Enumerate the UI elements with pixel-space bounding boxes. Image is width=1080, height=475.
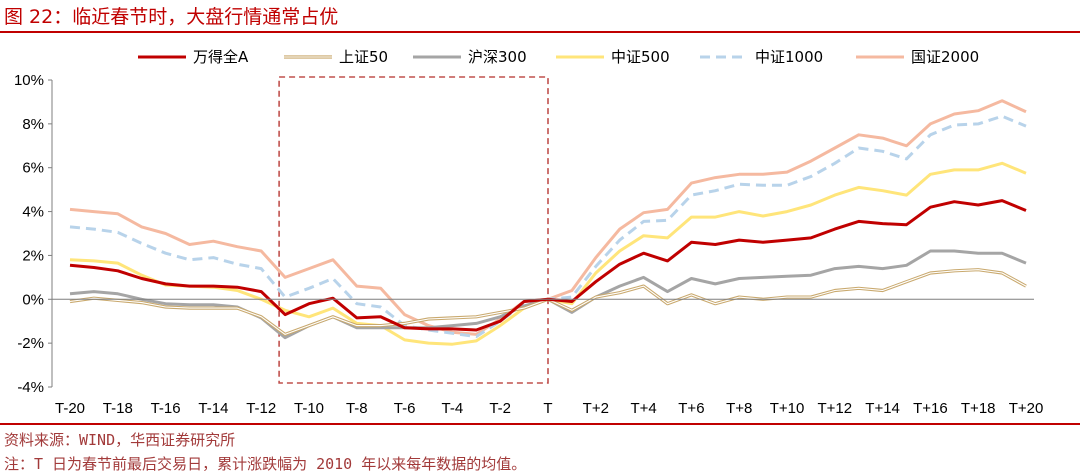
footer-rule [0,423,1080,425]
y-tick-label: 0% [22,291,44,308]
highlight-rect [278,76,549,384]
y-tick-label: -2% [17,335,44,352]
x-tick-label: T [543,400,552,417]
footnote: 注：T 日为春节前最后交易日，累计涨跌幅为 2010 年以来每年数据的均值。 [4,455,527,473]
x-tick-label: T-2 [489,400,511,417]
legend-item: 沪深300 [413,48,527,66]
x-tick-label: T-20 [55,400,85,417]
chart-legend: 万得全A 上证50 沪深300 中证500 中证1000 国证2000 [138,48,979,66]
x-tick-label: T-10 [294,400,324,417]
y-tick-label: -4% [17,379,44,396]
x-tick-label: T+10 [770,400,805,417]
x-tick-label: T+18 [961,400,996,417]
x-tick-label: T+4 [630,400,656,417]
x-tick-label: T+14 [865,400,900,417]
legend-item: 上证50 [284,48,388,66]
highlight-box [278,76,549,384]
x-tick-label: T+20 [1009,400,1044,417]
figure-title: 图 22：临近春节时，大盘行情通常占优 [4,6,339,28]
x-tick-label: T-18 [103,400,133,417]
x-tick-label: T-8 [346,400,368,417]
y-tick-label: 10% [14,72,44,89]
y-tick-label: 4% [22,204,44,221]
x-tick-label: T-4 [442,400,464,417]
x-tick-label: T-14 [198,400,228,417]
x-tick-label: T+16 [913,400,948,417]
source-note: 资料来源：WIND，华西证券研究所 [4,431,236,449]
legend-item: 万得全A [138,48,249,66]
y-axis: 10% 8% 6% 4% 2% 0% -2% -4% [14,72,53,396]
y-tick-label: 8% [22,116,44,133]
legend-label: 沪深300 [468,48,527,66]
x-tick-label: T-12 [246,400,276,417]
line-chart: 万得全A 上证50 沪深300 中证500 中证1000 国证2000 10% 8% 6% 4%… [14,48,1044,417]
legend-item: 国证2000 [856,48,979,66]
x-tick-label: T-6 [394,400,416,417]
x-tick-label: T+8 [726,400,752,417]
x-tick-label: T+2 [583,400,609,417]
x-tick-label: T+12 [817,400,852,417]
y-tick-label: 6% [22,160,44,177]
x-tick-label: T-16 [151,400,181,417]
title-rule [0,31,1080,33]
legend-label: 中证1000 [755,48,823,66]
x-axis: T-20 T-18 T-16 T-14 T-12 T-10 T-8 T-6 T-4 T-2 T T+2… [52,298,1044,417]
legend-item: 中证1000 [700,48,823,66]
legend-label: 国证2000 [911,48,979,66]
legend-item: 中证500 [556,48,670,66]
y-tick-label: 2% [22,247,44,264]
x-tick-label: T+6 [678,400,704,417]
legend-label: 万得全A [193,48,249,66]
legend-label: 中证500 [611,48,670,66]
legend-label: 上证50 [339,48,388,66]
